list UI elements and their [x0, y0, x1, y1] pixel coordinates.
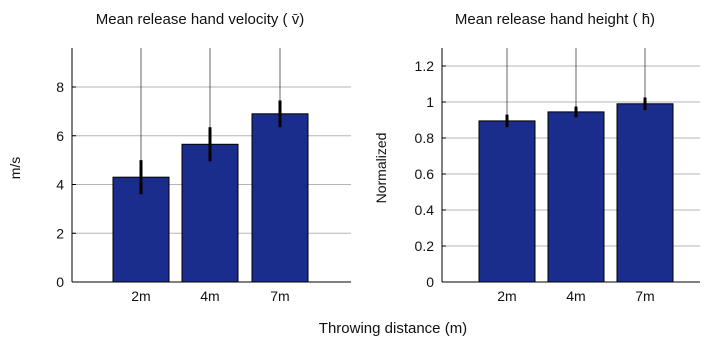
y-tick-label: 1	[426, 94, 434, 110]
chart-title: Mean release hand height ( h̄)	[455, 11, 655, 28]
y-axis-label: m/s	[7, 157, 23, 180]
panel-height: Mean release hand height ( h̄) Normalize…	[373, 11, 700, 304]
y-tick-label: 0.4	[415, 202, 435, 218]
y-tick-label: 0	[56, 274, 64, 290]
bar	[616, 103, 674, 283]
x-tick-label: 7m	[270, 288, 289, 304]
x-axis-label: Throwing distance (m)	[319, 320, 467, 337]
bar	[478, 120, 536, 283]
bar	[251, 113, 309, 283]
y-tick-label: 8	[56, 79, 64, 95]
x-tick-label: 4m	[566, 288, 585, 304]
bar	[547, 111, 605, 283]
y-tick-label: 0	[426, 274, 434, 290]
chart-title: Mean release hand velocity ( v̄)	[96, 11, 304, 28]
bar	[181, 143, 239, 283]
y-tick-label: 0.2	[415, 238, 435, 254]
y-tick-label: 1.2	[415, 58, 435, 74]
y-tick-label: 0.8	[415, 130, 435, 146]
bar	[112, 176, 170, 283]
y-tick-label: 2	[56, 225, 64, 241]
x-tick-label: 2m	[497, 288, 516, 304]
x-tick-label: 7m	[635, 288, 654, 304]
panel-velocity: Mean release hand velocity ( v̄) m/s 2m 4…	[7, 11, 351, 304]
y-tick-label: 0.6	[415, 166, 435, 182]
y-tick-label: 6	[56, 128, 64, 144]
y-axis-label: Normalized	[373, 133, 389, 204]
x-tick-label: 4m	[200, 288, 219, 304]
x-tick-label: 2m	[131, 288, 150, 304]
y-tick-label: 4	[56, 177, 64, 193]
